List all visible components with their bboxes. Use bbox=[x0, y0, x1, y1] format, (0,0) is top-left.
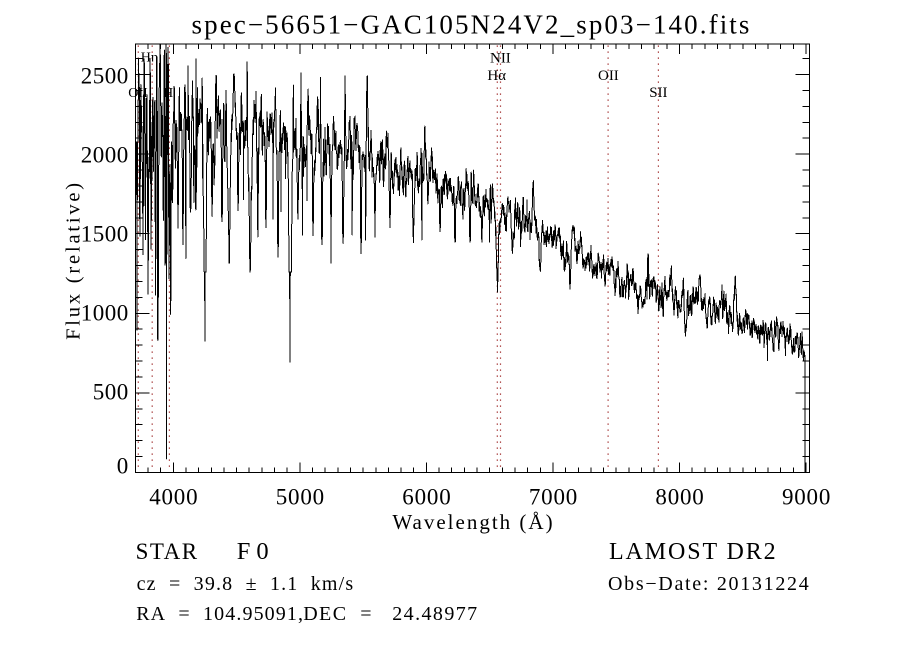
svg-text:1500: 1500 bbox=[81, 222, 129, 247]
svg-text:H: H bbox=[163, 86, 173, 101]
svg-text:OII: OII bbox=[128, 86, 148, 101]
svg-text:1000: 1000 bbox=[81, 301, 129, 326]
svg-text:Flux (relative): Flux (relative) bbox=[63, 180, 85, 340]
svg-text:Hη: Hη bbox=[141, 51, 158, 66]
svg-text:DEC = 24.48977: DEC = 24.48977 bbox=[303, 603, 478, 625]
svg-text:6000: 6000 bbox=[402, 484, 451, 509]
svg-text:cz = 39.8 ± 1.1 km/s: cz = 39.8 ± 1.1 km/s bbox=[137, 573, 355, 595]
svg-text:LAMOST DR2: LAMOST DR2 bbox=[609, 539, 778, 565]
svg-text:0: 0 bbox=[117, 453, 129, 478]
svg-text:500: 500 bbox=[93, 379, 129, 404]
svg-text:OII: OII bbox=[598, 68, 619, 84]
svg-text:Hα: Hα bbox=[487, 68, 506, 84]
svg-text:STAR: STAR bbox=[136, 539, 199, 564]
svg-text:Obs−Date: 20131224: Obs−Date: 20131224 bbox=[608, 573, 810, 595]
svg-text:Wavelength (Å): Wavelength (Å) bbox=[392, 510, 554, 534]
svg-text:2500: 2500 bbox=[81, 64, 129, 89]
svg-text:RA = 104.95091,: RA = 104.95091, bbox=[136, 603, 304, 625]
svg-text:F0: F0 bbox=[237, 538, 275, 565]
svg-text:2000: 2000 bbox=[81, 143, 129, 168]
svg-text:9000: 9000 bbox=[782, 484, 831, 509]
svg-text:spec−56651−GAC105N24V2_sp03−14: spec−56651−GAC105N24V2_sp03−140.fits bbox=[191, 10, 751, 40]
svg-text:8000: 8000 bbox=[655, 484, 704, 509]
svg-text:5000: 5000 bbox=[276, 484, 325, 509]
svg-text:SII: SII bbox=[649, 85, 667, 101]
svg-text:7000: 7000 bbox=[529, 484, 578, 509]
svg-text:4000: 4000 bbox=[149, 484, 198, 509]
svg-text:NII: NII bbox=[490, 51, 511, 67]
